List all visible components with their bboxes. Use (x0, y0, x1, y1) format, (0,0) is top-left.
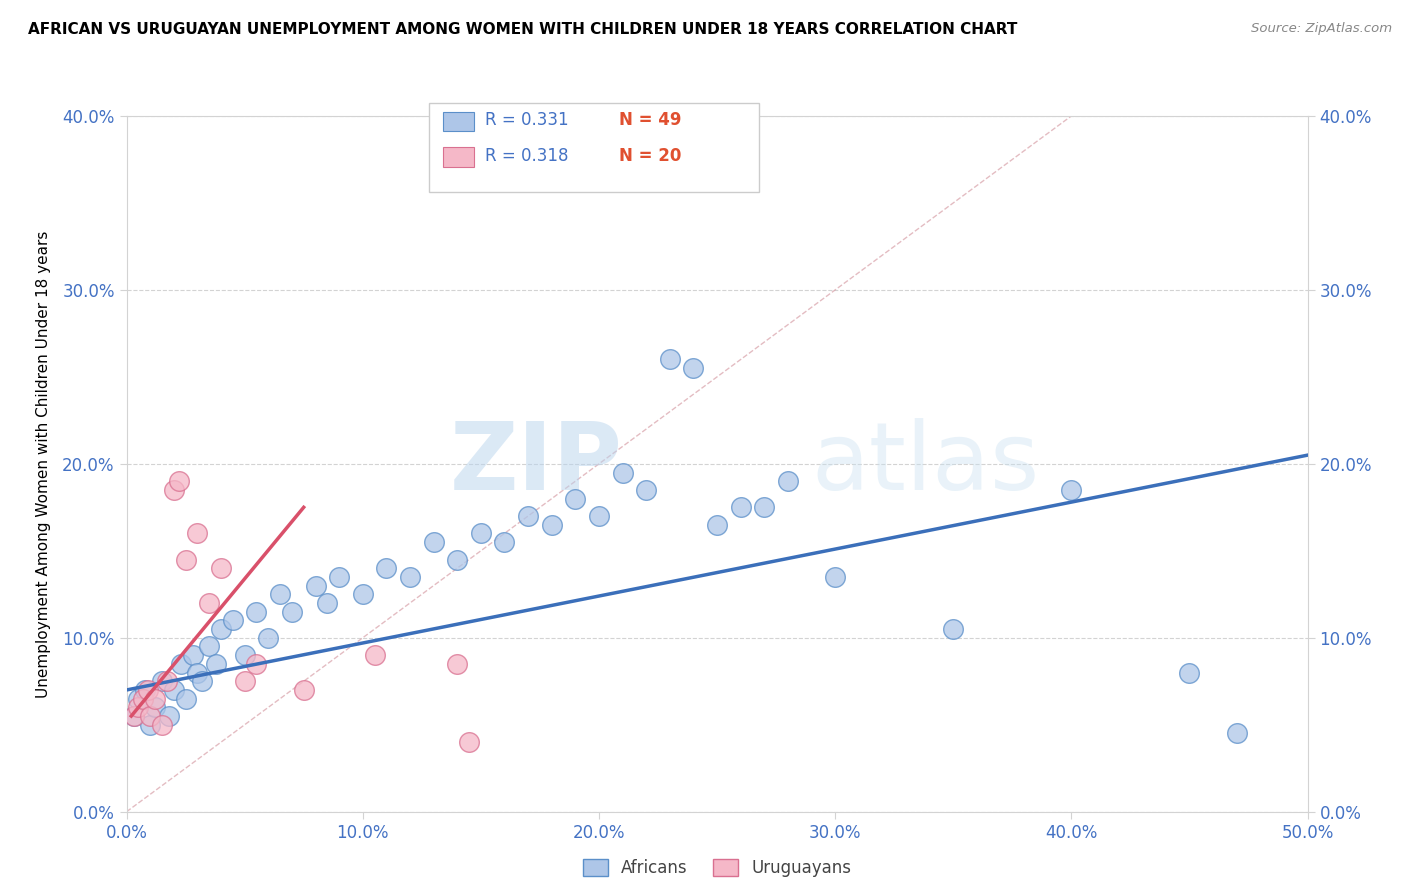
Point (132, 691, 155, 706)
Point (191, 674, 214, 689)
Point (139, 709, 162, 723)
Point (399, 570, 422, 584)
Text: N = 20: N = 20 (619, 147, 681, 165)
Point (198, 640, 221, 654)
Point (446, 657, 468, 671)
Point (170, 657, 193, 671)
Point (564, 491, 586, 506)
Point (122, 709, 145, 723)
Point (139, 717, 162, 731)
Point (127, 700, 149, 714)
Text: ZIP: ZIP (450, 417, 623, 510)
Point (233, 648, 256, 662)
Point (730, 500, 752, 515)
Point (706, 517, 728, 532)
Point (517, 508, 540, 523)
Text: R = 0.331: R = 0.331 (485, 112, 568, 129)
Text: atlas: atlas (811, 417, 1040, 510)
Point (281, 605, 304, 619)
Point (269, 587, 291, 601)
Point (143, 700, 166, 714)
Point (198, 596, 221, 610)
Point (143, 691, 166, 706)
Point (494, 535, 516, 549)
Point (1226, 726, 1249, 740)
Point (163, 683, 186, 698)
Point (136, 683, 159, 698)
Point (209, 622, 232, 636)
Point (636, 483, 658, 497)
Point (257, 631, 280, 645)
Text: AFRICAN VS URUGUAYAN UNEMPLOYMENT AMONG WOMEN WITH CHILDREN UNDER 18 YEARS CORRE: AFRICAN VS URUGUAYAN UNEMPLOYMENT AMONG … (28, 22, 1018, 37)
Point (316, 596, 339, 610)
Point (375, 561, 398, 575)
Point (156, 674, 179, 689)
Point (174, 552, 197, 566)
Y-axis label: Unemployment Among Women with Children Under 18 years: Unemployment Among Women with Children U… (37, 230, 51, 698)
Point (205, 657, 228, 671)
Point (181, 648, 204, 662)
Point (540, 517, 562, 532)
Point (458, 735, 481, 749)
Point (1178, 665, 1201, 680)
Point (363, 648, 385, 662)
Point (1060, 483, 1083, 497)
Point (134, 683, 156, 698)
Point (150, 674, 173, 689)
Point (422, 535, 444, 549)
Point (776, 474, 799, 488)
Point (245, 657, 267, 671)
Point (222, 614, 245, 628)
Point (942, 622, 965, 636)
Point (209, 561, 232, 575)
Text: R = 0.318: R = 0.318 (485, 147, 568, 165)
Point (612, 466, 634, 480)
Point (127, 691, 149, 706)
Point (658, 352, 681, 367)
Text: N = 49: N = 49 (619, 112, 681, 129)
Point (754, 500, 776, 515)
Point (150, 717, 173, 731)
Point (233, 674, 256, 689)
Legend: Africans, Uruguayans: Africans, Uruguayans (576, 852, 858, 883)
Point (292, 683, 315, 698)
Point (824, 570, 846, 584)
Point (163, 483, 186, 497)
Text: Source: ZipAtlas.com: Source: ZipAtlas.com (1251, 22, 1392, 36)
Point (470, 526, 492, 541)
Point (186, 526, 208, 541)
Point (352, 587, 374, 601)
Point (328, 570, 350, 584)
Point (245, 605, 267, 619)
Point (446, 552, 468, 566)
Point (174, 691, 197, 706)
Point (122, 709, 145, 723)
Point (157, 709, 180, 723)
Point (304, 578, 326, 592)
Point (682, 361, 704, 376)
Point (588, 508, 610, 523)
Point (186, 665, 208, 680)
Point (167, 474, 190, 488)
